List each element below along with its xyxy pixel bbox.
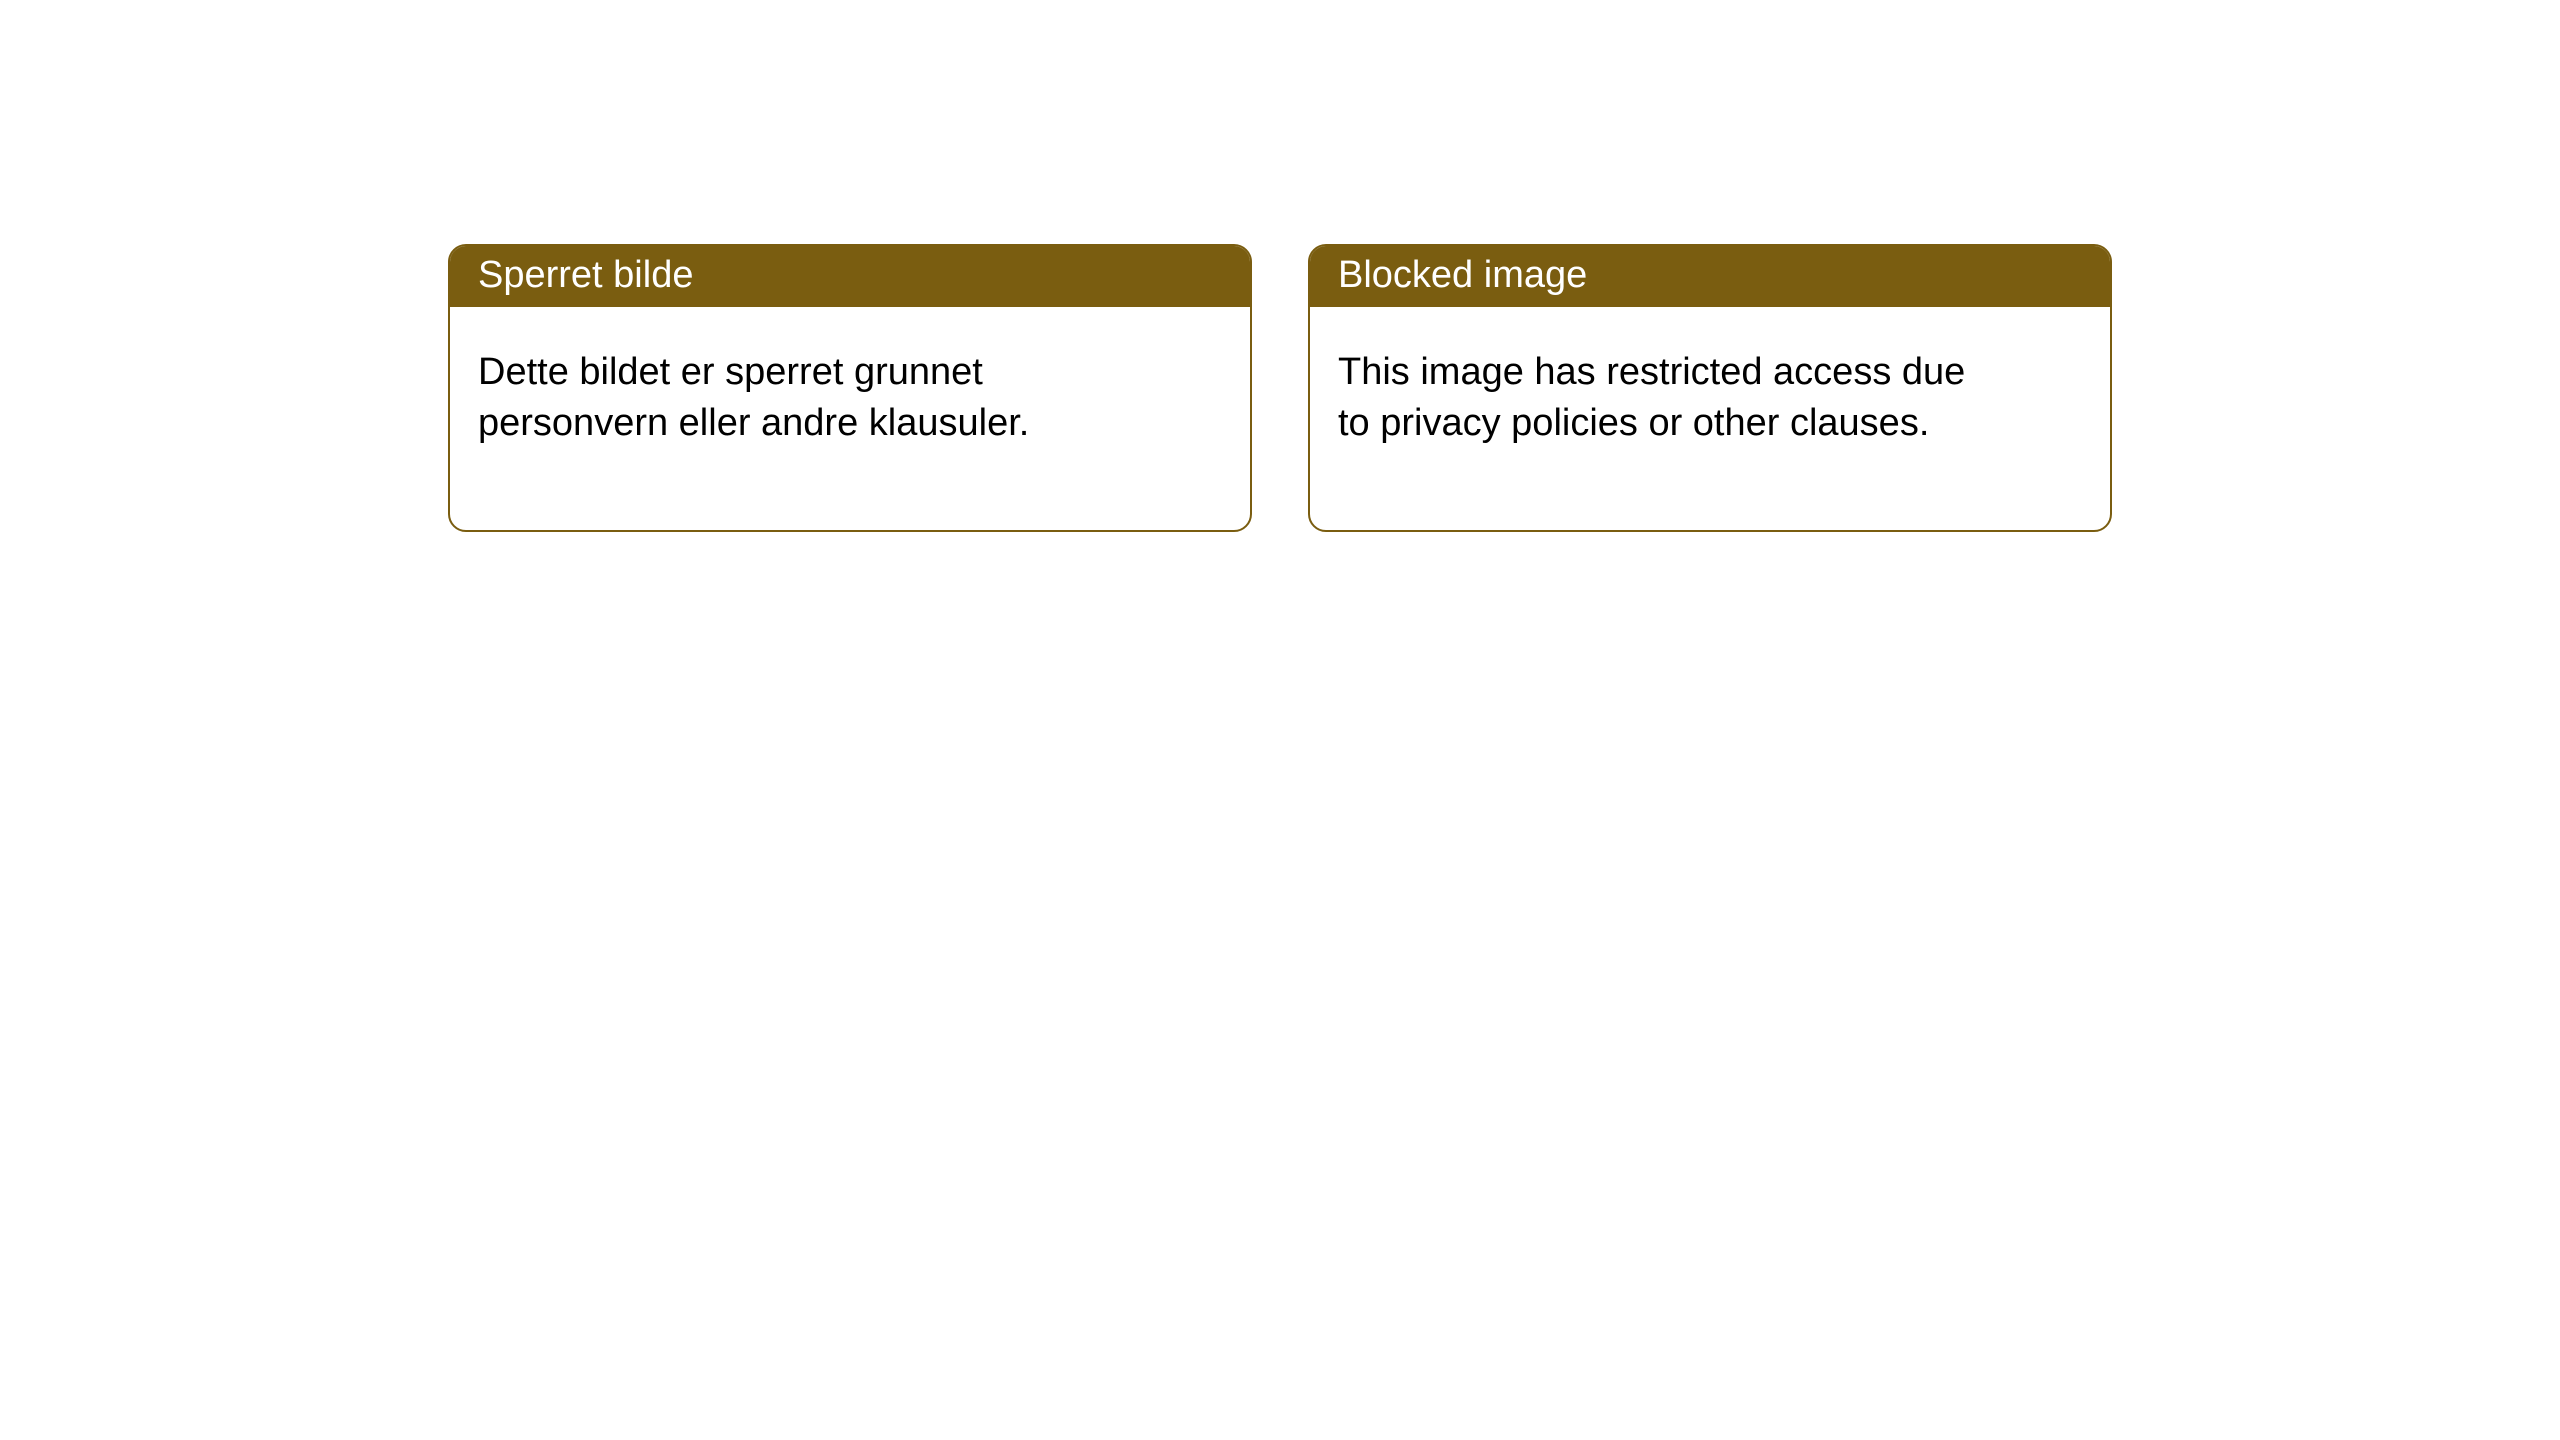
notice-container: Sperret bilde Dette bildet er sperret gr… — [0, 0, 2560, 532]
notice-title-norwegian: Sperret bilde — [450, 246, 1250, 307]
notice-body-english: This image has restricted access due to … — [1310, 307, 2010, 530]
notice-card-english: Blocked image This image has restricted … — [1308, 244, 2112, 532]
notice-card-norwegian: Sperret bilde Dette bildet er sperret gr… — [448, 244, 1252, 532]
notice-body-norwegian: Dette bildet er sperret grunnet personve… — [450, 307, 1150, 530]
notice-title-english: Blocked image — [1310, 246, 2110, 307]
